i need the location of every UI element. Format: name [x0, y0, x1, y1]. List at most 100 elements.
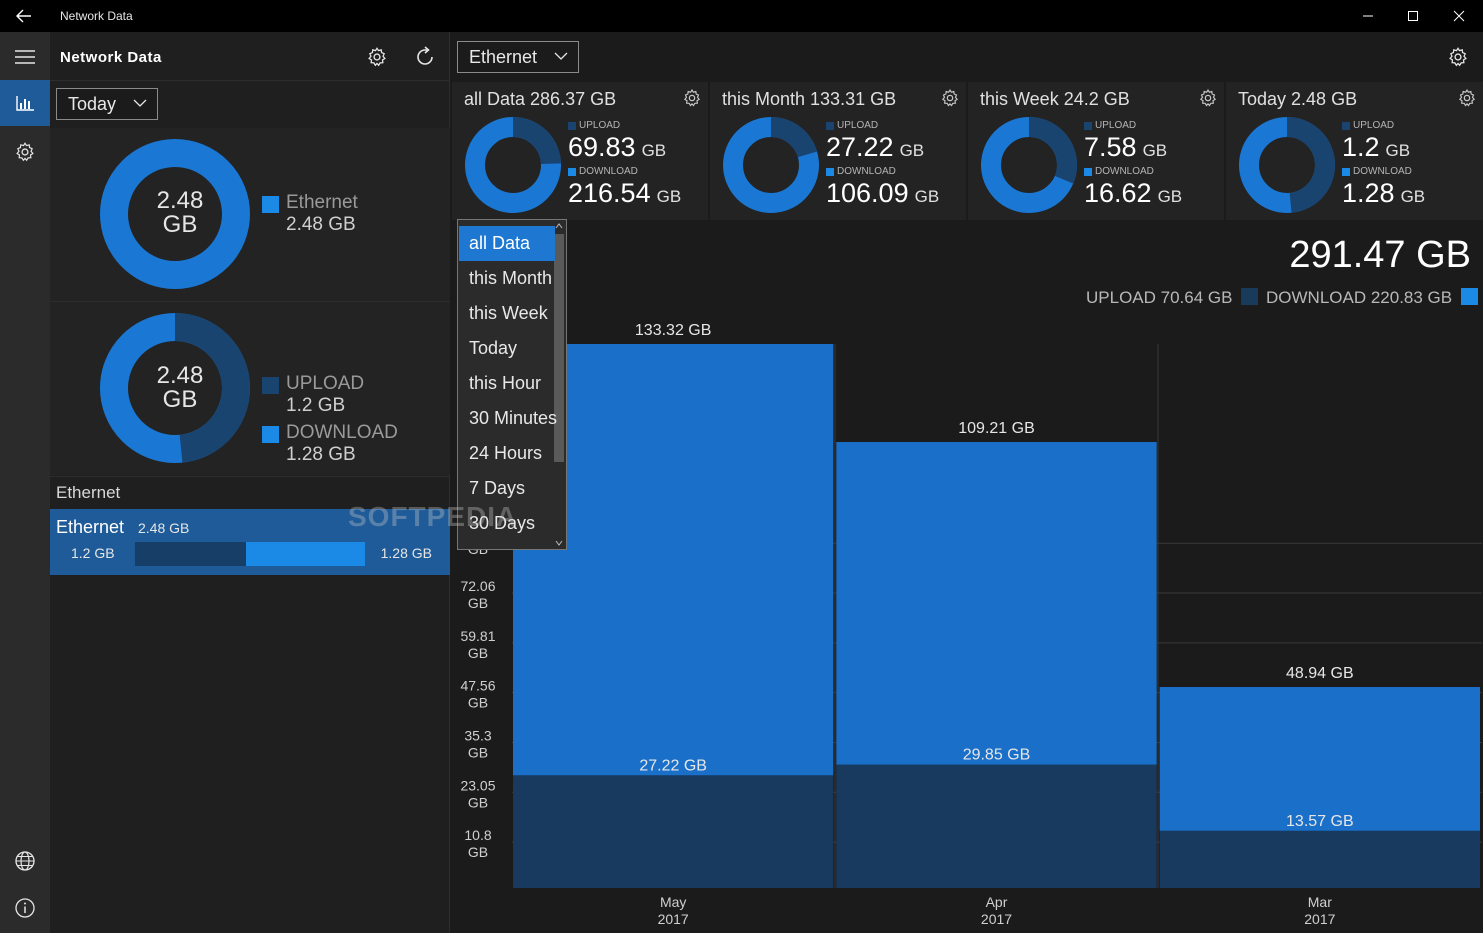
- period-menu-item[interactable]: this Hour: [469, 373, 542, 393]
- download-swatch: [1461, 288, 1479, 305]
- period-menu-item[interactable]: all Data: [459, 226, 555, 261]
- y-tick-label: 72.06 GB: [460, 578, 495, 611]
- stat-upload-label: UPLOAD: [826, 120, 878, 131]
- close-button[interactable]: [1436, 0, 1482, 32]
- refresh-button[interactable]: [412, 44, 438, 70]
- y-tick-label: 23.05 GB: [460, 777, 495, 810]
- maximize-icon: [1408, 11, 1418, 21]
- stat-donut: [1239, 117, 1335, 213]
- stat-download-label: DOWNLOAD: [1084, 166, 1154, 177]
- period-dropdown-value: Today: [68, 93, 117, 114]
- left-panel: Network Data Today 2.48 GB Ethernet 2.48…: [50, 32, 450, 933]
- main-area: Ethernet all Data 286.37 GB UPLOAD 69.83 GB…: [451, 32, 1483, 933]
- stat-title: this Week 24.2 GB: [980, 89, 1130, 109]
- period-dropdown[interactable]: Today: [56, 88, 158, 120]
- stat-settings-button[interactable]: [682, 88, 702, 113]
- stat-settings-button[interactable]: [1198, 88, 1218, 113]
- main-settings-button[interactable]: [1445, 44, 1471, 70]
- download-bar: [836, 442, 1157, 765]
- usage-bar-chart: 133.32 GB 27.22 GB May 2017 109.21 GB 29.85 G…: [460, 322, 1482, 927]
- maximize-button[interactable]: [1390, 0, 1436, 32]
- stat-download-label: DOWNLOAD: [826, 166, 896, 177]
- stat-upload-value: 1.2 GB: [1342, 132, 1411, 162]
- stat-donut: [723, 117, 819, 213]
- x-tick-label: May 2017: [658, 894, 689, 927]
- stat-donut: [981, 117, 1077, 213]
- total-donut: [100, 139, 250, 289]
- stat-card-this-month: this Month 133.31 GB UPLOAD 27.22 GB DOWNLOA…: [710, 82, 966, 220]
- hamburger-menu-button[interactable]: [0, 34, 50, 80]
- updown-donut-unit: GB: [162, 386, 198, 413]
- upload-swatch: [1241, 288, 1259, 305]
- bar-upload-label: 27.22 GB: [639, 757, 707, 774]
- period-menu-item[interactable]: 7 Days: [469, 478, 526, 498]
- gear-icon: [940, 89, 960, 112]
- stat-download-label: DOWNLOAD: [568, 166, 638, 177]
- stat-settings-button[interactable]: [1457, 88, 1477, 113]
- period-menu-item[interactable]: 24 Hours: [469, 443, 543, 463]
- scroll-up-icon[interactable]: [555, 223, 563, 229]
- globe-icon: [15, 851, 35, 871]
- gear-icon: [1457, 89, 1477, 112]
- nav-item-about[interactable]: [0, 885, 50, 931]
- title-bar: Network Data: [0, 0, 1483, 32]
- bar-chart-icon: [16, 96, 34, 111]
- stat-upload-label: UPLOAD: [1342, 120, 1394, 131]
- nav-item-statistics[interactable]: [0, 80, 50, 126]
- upload-arc: [100, 313, 250, 463]
- nav-item-network[interactable]: [0, 838, 50, 884]
- stat-title: all Data 286.37 GB: [464, 89, 617, 109]
- chevron-down-icon: [554, 52, 568, 60]
- upload-legend-value: 1.2 GB: [286, 395, 346, 416]
- adapter-row-ethernet[interactable]: Ethernet 2.48 GB 1.2 GB 1.28 GB: [50, 509, 450, 575]
- period-menu-item[interactable]: 30 Days: [469, 513, 536, 533]
- updown-usage-card: 2.48 GB UPLOAD 1.2 GB DOWNLOAD 1.28 GB: [50, 302, 450, 475]
- bar-total-label: 48.94 GB: [1286, 665, 1354, 682]
- x-tick-label: Apr 2017: [981, 894, 1012, 927]
- separator: [50, 301, 450, 302]
- stat-upload-value: 27.22 GB: [826, 132, 925, 162]
- chart-legend-upload: UPLOAD 70.64 GB: [1086, 288, 1259, 308]
- chart-total: 291.47 GB: [1289, 234, 1471, 276]
- panel-settings-button[interactable]: [364, 44, 390, 70]
- y-tick-label: 59.81 GB: [460, 628, 495, 661]
- scroll-down-icon[interactable]: [555, 540, 563, 546]
- back-button[interactable]: [0, 0, 48, 32]
- period-menu-item[interactable]: this Month: [469, 268, 553, 288]
- menu-scrollbar-thumb[interactable]: [554, 234, 564, 462]
- updown-donut-value: 2.48: [156, 362, 204, 389]
- separator: [50, 476, 450, 477]
- softpedia-watermark: SOFTPEDIA: [348, 501, 518, 532]
- period-menu-item[interactable]: this Week: [469, 303, 548, 323]
- updown-donut: [100, 313, 250, 463]
- period-menu-item[interactable]: Today: [469, 338, 518, 358]
- period-menu-item[interactable]: 30 Minutes: [469, 408, 558, 428]
- bar-upload-label: 13.57 GB: [1286, 813, 1354, 830]
- adapter-dropdown[interactable]: Ethernet: [457, 41, 579, 73]
- y-tick-label: 35.3 GB: [464, 727, 491, 760]
- stat-upload-label: UPLOAD: [568, 120, 620, 131]
- stat-settings-button[interactable]: [940, 88, 960, 113]
- period-menu: all Data this Month this Week Today this Hou…: [457, 219, 567, 550]
- total-usage-card: 2.48 GB Ethernet 2.48 GB: [50, 128, 450, 301]
- refresh-icon: [417, 46, 433, 65]
- minimize-button[interactable]: [1345, 0, 1391, 32]
- download-bar: [1159, 687, 1480, 831]
- upload-bar: [1159, 830, 1480, 888]
- stat-download-value: 106.09 GB: [826, 178, 940, 208]
- stat-download-label: DOWNLOAD: [1342, 166, 1412, 177]
- nav-item-settings[interactable]: [0, 129, 50, 175]
- upload-legend-label: UPLOAD: [286, 373, 365, 394]
- chevron-down-icon: [133, 99, 147, 107]
- stat-donut: [465, 117, 561, 213]
- adapter-name: Ethernet: [56, 517, 125, 537]
- close-icon: [1453, 10, 1465, 22]
- stat-card-this-week: this Week 24.2 GB UPLOAD 7.58 GB DOWNLOAD 16.…: [968, 82, 1224, 220]
- y-tick-label: 10.8 GB: [464, 827, 491, 860]
- navigation-rail: [0, 32, 50, 933]
- gear-icon: [368, 47, 386, 67]
- total-donut-value: 2.48: [156, 187, 204, 214]
- bar-total-label: 133.32 GB: [635, 322, 712, 339]
- hamburger-icon: [15, 50, 35, 64]
- x-tick-label: Mar 2017: [1304, 894, 1335, 927]
